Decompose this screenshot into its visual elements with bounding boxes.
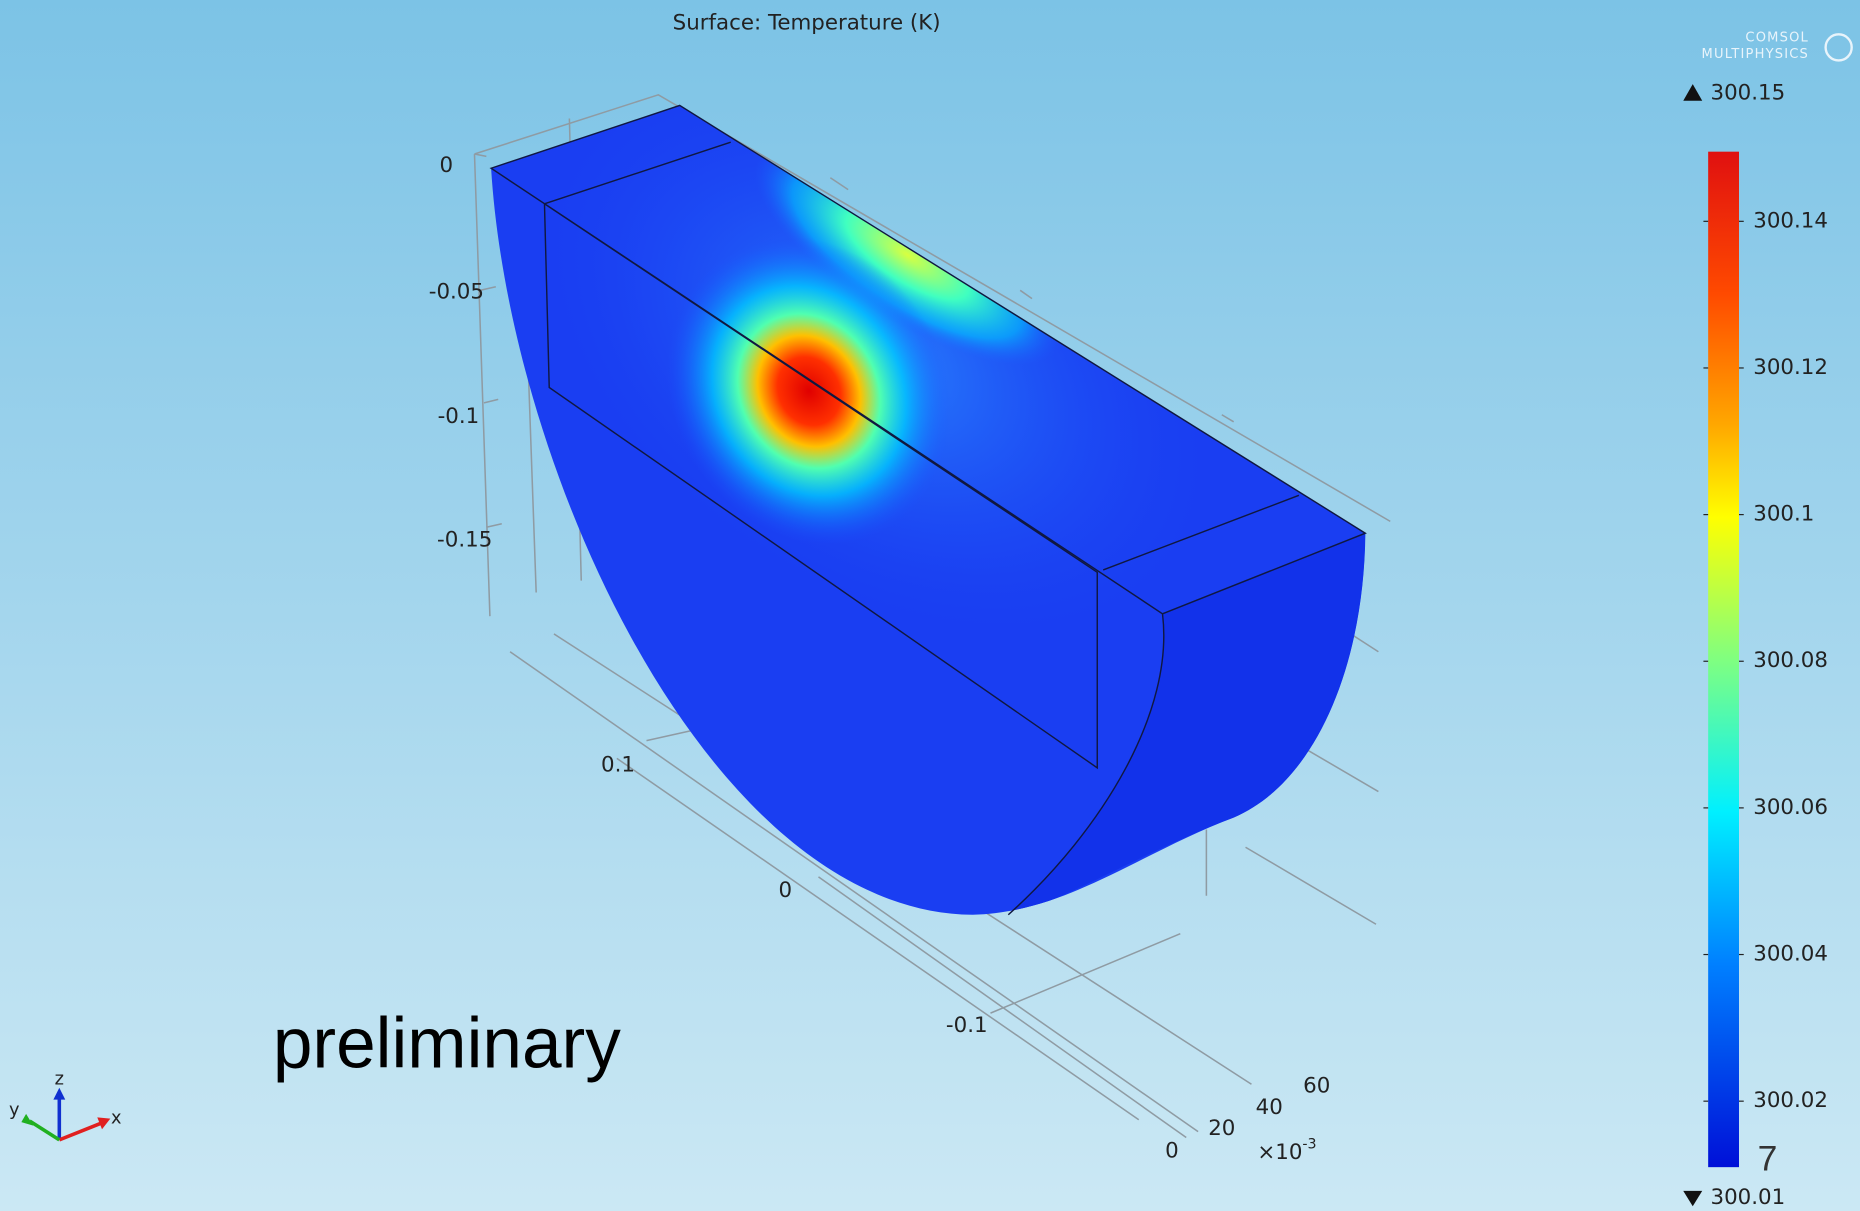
x-tick-label: 40	[1256, 1095, 1283, 1120]
colorbar-tick-label: 300.14	[1753, 208, 1828, 233]
colorbar-tick-label: 300.1	[1753, 502, 1814, 527]
page: {"plot": {"title": "Surface: Temperature…	[0, 0, 1860, 1211]
page-number: 7	[1758, 1139, 1778, 1179]
preliminary-note: preliminary	[273, 1004, 621, 1083]
z-tick-label: -0.1	[438, 404, 480, 429]
y-tick-label: -0.1	[946, 1013, 988, 1038]
triad-label: x	[111, 1108, 122, 1129]
viewport: Surface: Temperature (K) COMSOL MULTIPHY…	[0, 0, 1860, 1211]
z-tick-label: 0	[440, 153, 454, 178]
x-tick-label: 60	[1303, 1074, 1330, 1099]
colorbar-tick-label: 300.02	[1753, 1088, 1828, 1113]
x-tick-label: 20	[1208, 1116, 1235, 1141]
triad-label: z	[55, 1068, 64, 1089]
colorbar-min: 300.01	[1711, 1185, 1786, 1210]
y-tick-label: 0	[778, 878, 792, 903]
plot-title: Surface: Temperature (K)	[673, 11, 941, 36]
y-tick-label: 0.1	[601, 752, 635, 777]
colorbar-scale	[1708, 152, 1739, 1167]
colorbar-tick-label: 300.12	[1753, 355, 1828, 380]
z-tick-label: -0.15	[437, 527, 492, 552]
multiplier-base: ×10	[1257, 1140, 1302, 1165]
multiplier-exponent: -3	[1302, 1137, 1316, 1153]
z-tick-label: -0.05	[429, 280, 484, 305]
watermark: MULTIPHYSICS	[1702, 47, 1809, 62]
colorbar-tick-label: 300.08	[1753, 648, 1828, 673]
triad-label: y	[9, 1099, 20, 1120]
colorbar-tick-label: 300.04	[1753, 942, 1828, 967]
x-tick-label: 0	[1165, 1139, 1179, 1164]
colorbar-tick-label: 300.06	[1753, 795, 1828, 820]
colorbar-max: 300.15	[1711, 81, 1786, 106]
watermark: COMSOL	[1745, 30, 1809, 45]
